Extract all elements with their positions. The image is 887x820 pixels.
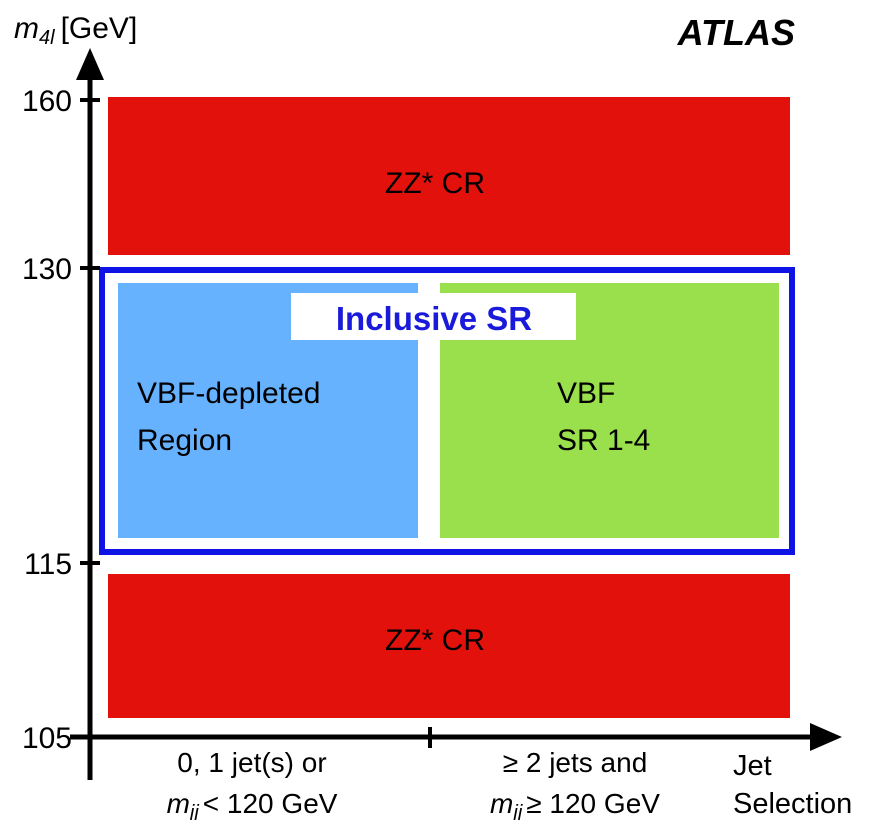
region-label: VBF-depleted <box>137 377 320 410</box>
y-tick-label: 105 <box>22 722 72 755</box>
x-category-label: mjj < 120 GeV <box>167 788 338 820</box>
y-tick-label: 130 <box>22 253 72 286</box>
condition: ≥ 120 GeV <box>526 788 660 819</box>
y-arrow <box>76 48 104 80</box>
y-axis-label: m4l [GeV] <box>14 12 137 49</box>
x-arrow <box>810 723 842 751</box>
subscript: jj <box>187 802 199 820</box>
x-category-label: 0, 1 jet(s) or <box>177 747 326 778</box>
bottom-control-region <box>108 574 790 718</box>
region-label: ZZ* CR <box>385 624 485 657</box>
symbol: m <box>167 788 190 819</box>
symbol: m <box>490 788 513 819</box>
x-axis-label: Selection <box>733 788 852 820</box>
y-tick-label: 160 <box>22 85 72 118</box>
top-control-region <box>108 97 790 255</box>
subscript: 4l <box>39 27 55 49</box>
y-tick-label: 115 <box>24 548 72 581</box>
unit: [GeV] <box>61 12 138 45</box>
region-label: Region <box>137 424 232 457</box>
inclusive-label-box <box>291 293 576 340</box>
inclusive-label: Inclusive SR <box>336 300 532 337</box>
condition: < 120 GeV <box>203 788 338 819</box>
region-label: ZZ* CR <box>385 167 485 200</box>
x-axis-label: Jet <box>733 750 772 782</box>
brand: ATLAS <box>677 12 795 53</box>
symbol: m <box>14 12 39 45</box>
inclusive-border <box>99 267 795 555</box>
region-label: SR 1-4 <box>557 424 650 457</box>
subscript: jj <box>510 802 522 820</box>
region-label: VBF <box>557 377 615 410</box>
x-category-label: ≥ 2 jets and <box>503 747 648 778</box>
x-category-label: mjj ≥ 120 GeV <box>490 788 660 820</box>
